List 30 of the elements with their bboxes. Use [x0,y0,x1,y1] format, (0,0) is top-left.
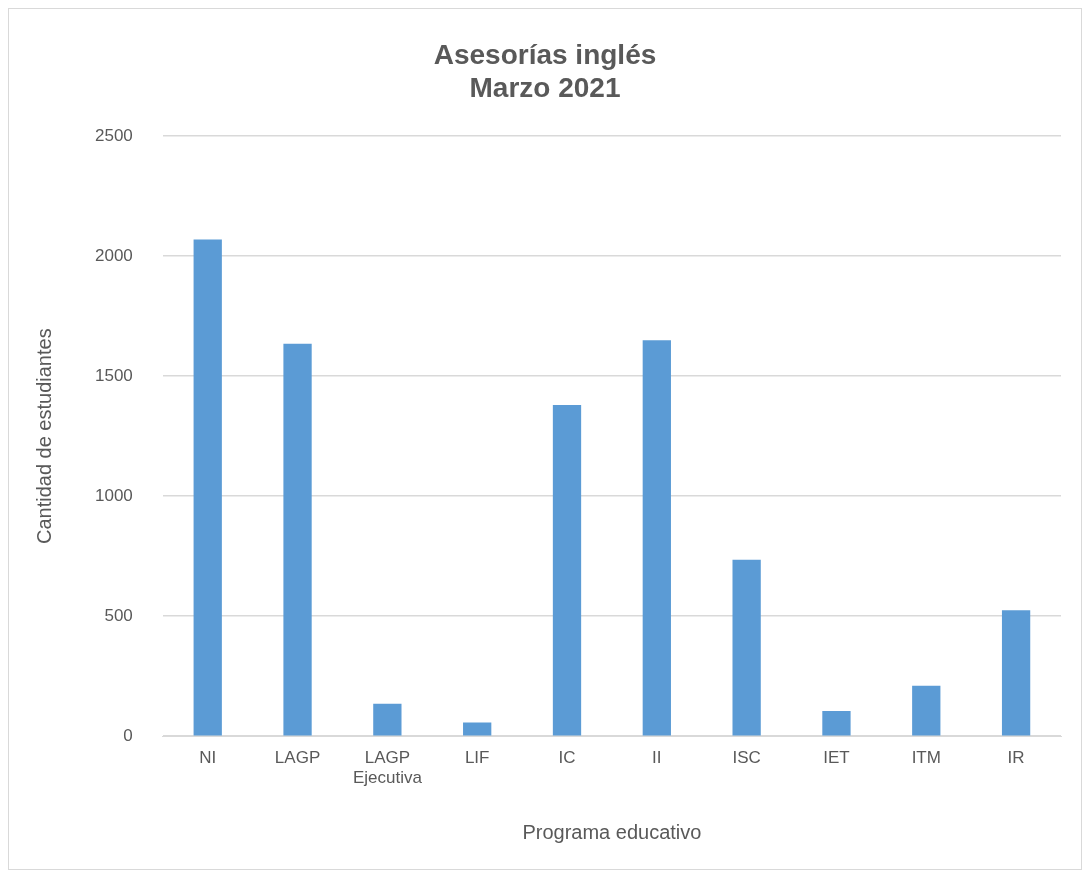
y-tick-label: 0 [123,725,133,745]
bar [283,343,312,736]
y-tick-label: 1000 [94,485,133,505]
y-tick-label: 2000 [94,245,133,265]
x-tick-label: IET [823,748,850,768]
x-tick-label: II [652,748,662,768]
bar [912,685,941,736]
x-tick-label: IC [558,748,576,768]
bar [732,559,761,736]
x-tick-label: NI [199,748,217,768]
x-tick-label: ISC [732,748,761,768]
text: Asesorías inglés [433,38,657,70]
y-tick-label: 2500 [94,125,133,145]
bar [193,239,222,736]
x-tick-label: LAGP Ejecutiva [352,748,423,788]
y-axis-title: Cantidad de estudiantes [32,328,55,545]
bar [552,405,582,736]
bar [463,722,492,736]
x-tick-label: LAGP [274,748,321,768]
bar [373,703,402,736]
x-axis-title: Programa educativo [522,820,702,843]
text: Marzo 2021 [469,72,621,104]
x-tick-label: IR [1007,748,1025,768]
y-tick-label: 500 [104,605,133,625]
y-tick-label: 1500 [94,365,133,385]
bar [1001,610,1031,736]
x-tick-label: LIF [464,748,490,768]
bar [822,711,851,736]
x-tick-label: ITM [911,748,941,768]
bar [642,340,671,736]
